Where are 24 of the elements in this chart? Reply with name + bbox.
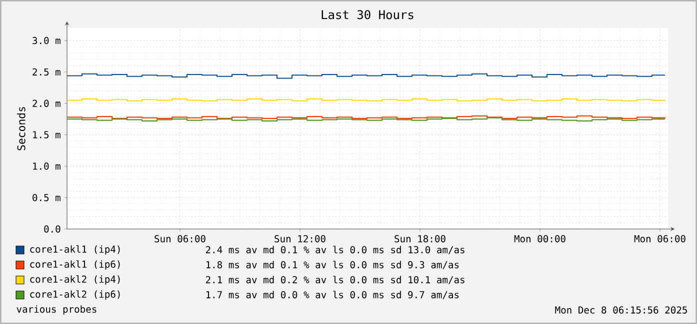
text: various probes [16,305,96,315]
text: 2.4 ms av md 0.1 % av ls 0.0 ms sd 13.0 am/as [206,246,464,254]
x-tick-label: Mon 06:00 [634,235,686,242]
x-tick-label: Mon 00:00 [514,235,566,242]
text: 1.8 ms av md 0.1 % av ls 0.0 ms sd 9.3 am/as [206,260,459,270]
y-tick-label: 0.5 m [32,194,60,202]
text: Mon Dec 8 06:15:56 2025 [555,306,687,314]
legend-label: core1-akl1 (ip4) [30,245,120,255]
y-tick-label: 1.0 m [33,162,60,170]
legend-label: core1-akl2 (ip4) [30,275,120,285]
y-axis-title: Seconds [17,107,26,150]
y-tick-label: 1.5 m [33,131,60,138]
chart-title: Last 30 Hours [322,10,414,20]
x-tick-label: Sun 18:00 [394,235,446,242]
y-tick-label: 2.5 m [32,68,60,76]
text: 2.1 ms av md 0.2 % av ls 0.0 ms sd 10.1 am/as [206,276,464,284]
legend-label: core1-akl1 (ip6) [30,260,120,270]
y-tick-label: 0.0 [44,225,60,233]
x-tick-label: Sun 12:00 [274,235,326,242]
x-tick-label: Sun 06:00 [154,235,206,242]
legend-label: core1-akl2 (ip6) [30,290,120,300]
y-tick-label: 3.0 m [32,36,60,44]
y-tick-label: 2.0 m [32,100,60,107]
text: 1.7 ms av md 0.0 % av ls 0.0 ms sd 9.7 am/as [206,290,459,300]
